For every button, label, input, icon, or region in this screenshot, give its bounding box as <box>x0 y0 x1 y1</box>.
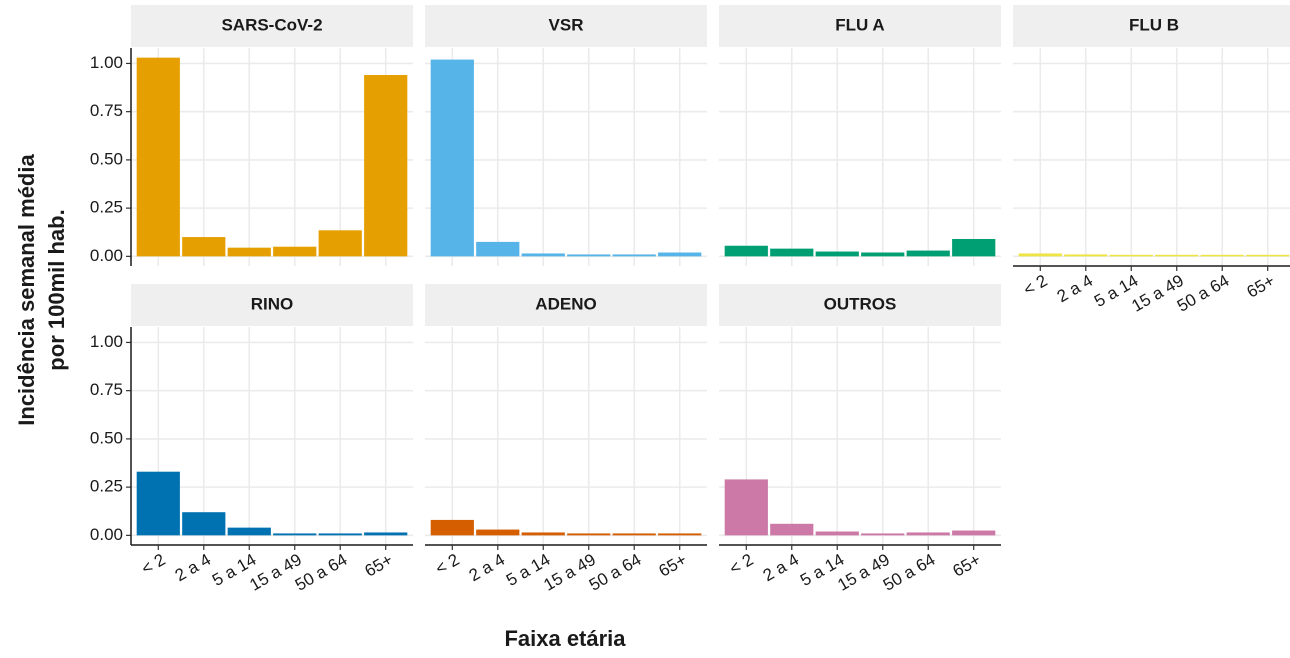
bar <box>906 250 950 257</box>
bar <box>476 241 520 257</box>
bar <box>815 251 859 257</box>
bar <box>658 252 702 257</box>
bar <box>136 471 180 536</box>
strip-background <box>425 284 707 326</box>
y-axis-title-line: por 100mil hab. <box>44 209 69 370</box>
x-tick-label: 50 a 64 <box>292 550 351 595</box>
bar <box>724 245 768 257</box>
x-tick-label: < 2 <box>726 550 756 579</box>
bar <box>227 247 271 257</box>
strip-background <box>719 284 1001 326</box>
bar <box>1018 253 1062 257</box>
bar <box>612 254 656 257</box>
y-tick-label: 0.00 <box>90 246 123 265</box>
strip-background <box>131 5 413 47</box>
bar <box>1155 254 1199 257</box>
bar <box>906 532 950 536</box>
strip-title: FLU B <box>1129 15 1179 34</box>
bar <box>364 75 408 257</box>
strip-title: OUTROS <box>824 294 897 313</box>
strip-title: SARS-CoV-2 <box>221 15 322 34</box>
bar <box>521 253 565 257</box>
x-tick-label: 65+ <box>361 550 396 581</box>
bar <box>136 57 180 257</box>
x-tick-label: 2 a 4 <box>172 550 214 585</box>
bar <box>273 246 317 257</box>
x-tick-label: 2 a 4 <box>1054 271 1096 306</box>
y-tick-label: 0.25 <box>90 198 123 217</box>
x-tick-label: 50 a 64 <box>1174 271 1233 316</box>
x-tick-label: 2 a 4 <box>760 550 802 585</box>
x-tick-label: < 2 <box>138 550 168 579</box>
x-tick-label: 65+ <box>1243 271 1278 302</box>
bar <box>273 533 317 536</box>
bar <box>770 248 814 257</box>
strip-title: VSR <box>549 15 584 34</box>
bar <box>724 479 768 536</box>
x-tick-label: 2 a 4 <box>466 550 508 585</box>
y-tick-label: 0.00 <box>90 525 123 544</box>
bar <box>1109 254 1153 257</box>
bar <box>861 252 905 257</box>
bar <box>815 531 859 536</box>
bar <box>952 238 996 257</box>
bar <box>1246 254 1290 257</box>
x-tick-label: 15 a 49 <box>834 550 893 595</box>
bar <box>182 512 226 536</box>
strip-background <box>719 5 1001 47</box>
strip-background <box>425 5 707 47</box>
bar <box>227 527 271 536</box>
x-tick-label: < 2 <box>432 550 462 579</box>
x-tick-label: 50 a 64 <box>586 550 645 595</box>
bar <box>658 533 702 536</box>
bar <box>1064 254 1108 257</box>
x-tick-label: 15 a 49 <box>1128 271 1187 316</box>
strip-background <box>131 284 413 326</box>
bar <box>1200 254 1244 257</box>
y-axis-title-line: Incidência semanal média <box>14 154 39 426</box>
bar <box>861 533 905 536</box>
bar <box>364 532 408 536</box>
y-tick-label: 0.50 <box>90 149 123 168</box>
bar <box>318 230 362 257</box>
bar <box>182 237 226 257</box>
y-tick-label: 0.75 <box>90 380 123 399</box>
bar <box>567 254 611 257</box>
bar <box>612 533 656 536</box>
bar <box>770 523 814 536</box>
panel: SARS-CoV-2 0.00 0.25 0.50 0.75 1.00 <box>90 5 413 266</box>
strip-background <box>1013 5 1290 47</box>
y-tick-label: 0.25 <box>90 477 123 496</box>
x-tick-label: 50 a 64 <box>880 550 939 595</box>
bar <box>476 529 520 536</box>
y-tick-label: 1.00 <box>90 332 123 351</box>
y-axis-title: Incidência semanal média por 100mil hab. <box>14 154 69 426</box>
y-tick-label: 1.00 <box>90 53 123 72</box>
x-tick-label: 65+ <box>949 550 984 581</box>
bar <box>430 59 474 257</box>
bar <box>567 533 611 536</box>
x-tick-label: 15 a 49 <box>246 550 305 595</box>
x-tick-label: 15 a 49 <box>540 550 599 595</box>
panel: FLU A <box>719 5 1001 266</box>
panel: VSR <box>425 5 707 266</box>
strip-title: ADENO <box>535 294 596 313</box>
x-tick-label: < 2 <box>1020 271 1050 300</box>
x-axis-title: Faixa etária <box>504 626 626 651</box>
y-tick-label: 0.50 <box>90 428 123 447</box>
bar <box>521 532 565 536</box>
strip-title: RINO <box>251 294 294 313</box>
bar <box>318 533 362 536</box>
strip-title: FLU A <box>835 15 884 34</box>
y-tick-label: 0.75 <box>90 101 123 120</box>
x-tick-label: 65+ <box>655 550 690 581</box>
bar <box>430 519 474 536</box>
bar <box>952 530 996 536</box>
